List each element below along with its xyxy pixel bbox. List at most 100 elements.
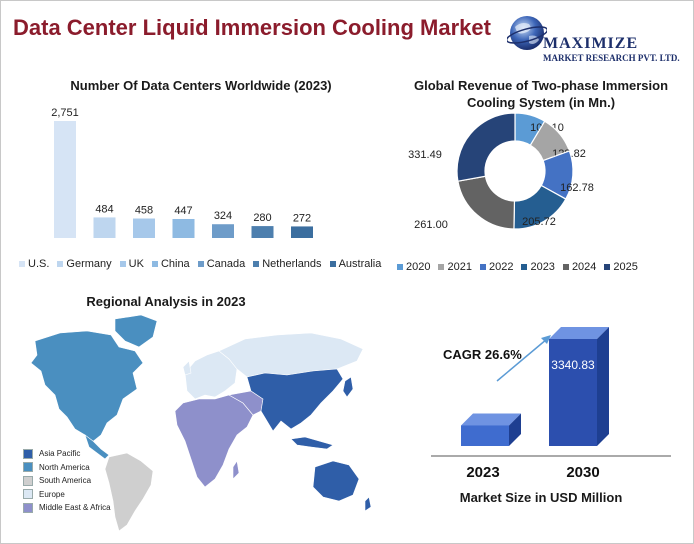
dc-legend-australia: Australia	[329, 258, 382, 270]
donut-legend-2023-label: 2023	[530, 261, 555, 273]
donut-legend-2020-label: 2020	[406, 261, 431, 273]
dc-legend-netherlands-swatch	[253, 261, 260, 267]
market-value-label: 3340.83	[551, 358, 595, 372]
dc-legend-australia-label: Australia	[338, 258, 382, 270]
dc-value-label: 272	[293, 212, 311, 224]
market-bar-side	[509, 413, 521, 446]
market-bar-side	[597, 327, 609, 446]
map-legend-swatch	[23, 489, 33, 500]
datacenters-legend: U.S. Germany UK China Canada Netherlands Austr…	[19, 258, 381, 270]
map-legend-swatch	[23, 448, 33, 459]
dc-bar-germany	[93, 217, 116, 238]
map-legend-label: Asia Pacific	[39, 449, 81, 458]
dc-legend-us-swatch	[19, 261, 25, 267]
cagr-annotation: CAGR 26.6%	[443, 347, 522, 362]
logo-subtitle: MARKET RESEARCH PVT. LTD.	[543, 53, 680, 63]
dc-legend-australia-swatch	[329, 261, 336, 267]
dc-value-label: 447	[174, 205, 192, 217]
dc-bar-us	[54, 121, 76, 238]
dc-legend-uk-label: UK	[128, 258, 144, 270]
dc-legend-uk: UK	[119, 258, 144, 270]
donut-legend-2022: 2022	[479, 261, 514, 273]
year-label-2030: 2030	[566, 464, 600, 481]
dc-legend-china-label: China	[160, 258, 190, 270]
map-legend-swatch	[23, 475, 33, 486]
donut-legend-2020-swatch	[397, 264, 403, 270]
greenland-shape	[114, 314, 158, 348]
donut-legend-2024-swatch	[562, 264, 569, 270]
donut-value-label: 331.49	[408, 149, 442, 161]
donut-legend-2021-swatch	[438, 264, 445, 270]
logo-name: MAXIMIZE	[543, 35, 639, 52]
japan-shape	[342, 376, 354, 398]
donut-value-label: 205.72	[522, 216, 556, 228]
donut-legend-2025-swatch	[604, 264, 611, 270]
dc-bar-australia	[291, 226, 313, 238]
donut-value-label: 162.78	[560, 182, 594, 194]
new-zealand-shape	[364, 496, 372, 512]
map-legend-label: Middle East & Africa	[39, 503, 111, 512]
north-america-shape	[30, 330, 144, 444]
donut-legend-2024: 2024	[562, 261, 597, 273]
madagascar-shape	[232, 460, 240, 480]
donut-legend-2020: 2020	[397, 261, 430, 273]
revenue-legend: 2020 2021 2022 2023 2024 2025	[397, 261, 638, 273]
map-legend-swatch	[23, 502, 33, 513]
dc-value-label: 458	[135, 205, 153, 217]
market-size-title: Market Size in USD Million	[459, 490, 623, 505]
donut-legend-2024-label: 2024	[571, 261, 597, 273]
dc-value-label: 280	[253, 212, 271, 224]
map-legend-label: Europe	[39, 489, 65, 499]
mea-shape	[174, 394, 254, 488]
dc-legend-canada-label: Canada	[206, 258, 246, 270]
market-bar-2023	[461, 425, 509, 446]
donut-legend-2023: 2023	[521, 261, 555, 273]
market-value-label: 640.94	[467, 444, 504, 458]
dc-legend-us-label: U.S.	[28, 258, 50, 270]
map-legend: Asia Pacific North America South America Eu…	[23, 447, 111, 515]
dc-legend-us: U.S.	[19, 258, 49, 270]
donut-value-label: 261.00	[414, 219, 448, 231]
south-america-shape	[104, 452, 154, 532]
map-legend-item: Asia Pacific	[23, 447, 111, 461]
australia-shape	[312, 460, 360, 502]
central-america-shape	[84, 434, 110, 460]
indonesia-shape	[290, 436, 334, 450]
map-legend-label: South America	[39, 476, 92, 485]
russia-shape	[218, 332, 364, 378]
dc-legend-netherlands: Netherlands	[253, 258, 322, 270]
dc-legend-germany-swatch	[57, 261, 64, 267]
asia-pacific-shape	[246, 368, 344, 432]
year-label-2023: 2023	[466, 464, 500, 481]
map-legend-swatch	[23, 462, 33, 473]
dc-bar-china	[172, 218, 195, 238]
dc-legend-netherlands-label: Netherlands	[262, 258, 322, 270]
market-bar-2030	[549, 339, 597, 446]
donut-legend-2021: 2021	[438, 261, 472, 273]
donut-legend-2023-swatch	[521, 264, 528, 270]
datacenters-bar-chart: 2,751 484 458 447 324 280 272	[51, 107, 313, 238]
page-title: Data Center Liquid Immersion Cooling Mar…	[13, 15, 491, 40]
dc-legend-germany: Germany	[57, 258, 112, 270]
dc-legend-canada: Canada	[197, 258, 246, 270]
europe-shape	[184, 350, 238, 400]
donut-slice-2025	[456, 113, 516, 182]
dc-legend-china: China	[151, 258, 190, 270]
donut-legend-2022-label: 2022	[488, 261, 514, 273]
donut-legend-2021-label: 2021	[447, 261, 472, 273]
map-title: Regional Analysis in 2023	[86, 294, 246, 309]
map-legend-item: Europe	[23, 488, 111, 502]
cagr-arrow-head-icon	[541, 335, 551, 344]
donut-slice-2024	[457, 175, 516, 230]
market-size-chart: 640.94 3340.83 CAGR 26.6%	[431, 327, 671, 458]
map-legend-item: North America	[23, 461, 111, 475]
donut-legend-2025-label: 2025	[613, 261, 638, 273]
market-bar-top	[549, 327, 609, 339]
dc-legend-china-swatch	[151, 261, 158, 267]
revenue-chart-title: Global Revenue of Two-phase Immersion Co…	[413, 78, 669, 110]
dc-value-label: 324	[214, 210, 232, 222]
dc-legend-canada-swatch	[197, 261, 204, 267]
datacenters-chart-title: Number Of Data Centers Worldwide (2023)	[70, 78, 332, 93]
